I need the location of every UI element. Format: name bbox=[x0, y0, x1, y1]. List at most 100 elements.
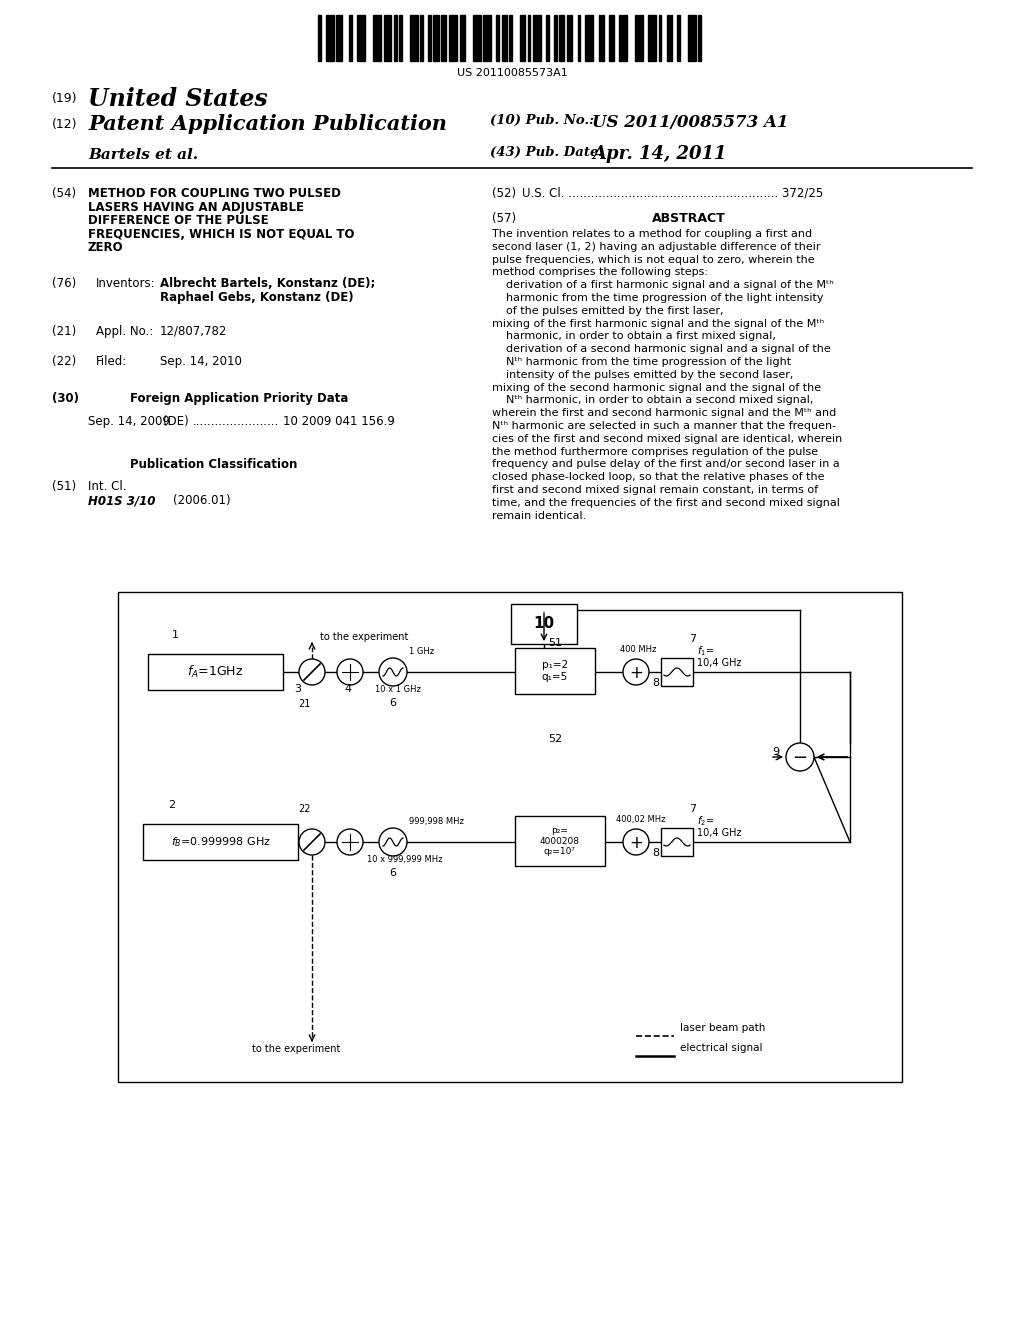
Text: METHOD FOR COUPLING TWO PULSED: METHOD FOR COUPLING TWO PULSED bbox=[88, 187, 341, 201]
Bar bbox=[433, 15, 438, 61]
Bar bbox=[326, 15, 334, 61]
Text: mixing of the second harmonic signal and the signal of the: mixing of the second harmonic signal and… bbox=[492, 383, 821, 392]
Circle shape bbox=[623, 659, 649, 685]
Text: −: − bbox=[793, 748, 808, 767]
Text: (52): (52) bbox=[492, 187, 516, 201]
Text: time, and the frequencies of the first and second mixed signal: time, and the frequencies of the first a… bbox=[492, 498, 840, 508]
Text: (76): (76) bbox=[52, 277, 76, 290]
Text: (10) Pub. No.:: (10) Pub. No.: bbox=[490, 114, 594, 127]
Text: 9: 9 bbox=[772, 747, 779, 756]
Text: electrical signal: electrical signal bbox=[680, 1043, 763, 1053]
Text: 10 2009 041 156.9: 10 2009 041 156.9 bbox=[283, 414, 395, 428]
Bar bbox=[497, 15, 499, 61]
Bar bbox=[410, 15, 418, 61]
Bar bbox=[598, 15, 604, 61]
Text: Nᵗʰ harmonic, in order to obtain a second mixed signal,: Nᵗʰ harmonic, in order to obtain a secon… bbox=[492, 396, 813, 405]
Text: Publication Classification: Publication Classification bbox=[130, 458, 297, 471]
Circle shape bbox=[337, 659, 362, 685]
Text: H01S 3/10: H01S 3/10 bbox=[88, 494, 156, 507]
Text: 10,4 GHz: 10,4 GHz bbox=[697, 657, 741, 668]
Bar bbox=[428, 15, 431, 61]
Bar bbox=[511, 605, 577, 644]
Bar bbox=[460, 15, 465, 61]
Circle shape bbox=[623, 829, 649, 855]
Bar bbox=[373, 15, 381, 61]
Bar bbox=[658, 15, 662, 61]
Text: cies of the first and second mixed signal are identical, wherein: cies of the first and second mixed signa… bbox=[492, 434, 843, 444]
Text: frequency and pulse delay of the first and/or second laser in a: frequency and pulse delay of the first a… bbox=[492, 459, 840, 470]
Text: Sep. 14, 2010: Sep. 14, 2010 bbox=[160, 355, 242, 368]
Text: the method furthermore comprises regulation of the pulse: the method furthermore comprises regulat… bbox=[492, 446, 818, 457]
Text: 22: 22 bbox=[298, 804, 310, 814]
Text: derivation of a second harmonic signal and a signal of the: derivation of a second harmonic signal a… bbox=[492, 345, 830, 354]
Bar bbox=[578, 15, 581, 61]
Text: Foreign Application Priority Data: Foreign Application Priority Data bbox=[130, 392, 348, 405]
Text: +: + bbox=[629, 664, 643, 682]
Text: .......................: ....................... bbox=[193, 414, 280, 428]
Text: intensity of the pulses emitted by the second laser,: intensity of the pulses emitted by the s… bbox=[492, 370, 794, 380]
Text: to the experiment: to the experiment bbox=[319, 632, 409, 642]
Bar bbox=[502, 15, 507, 61]
Text: to the experiment: to the experiment bbox=[252, 1044, 340, 1053]
Text: 10 x 999,999 MHz: 10 x 999,999 MHz bbox=[367, 855, 442, 865]
Text: 7: 7 bbox=[689, 804, 696, 814]
Text: laser beam path: laser beam path bbox=[680, 1023, 765, 1034]
Bar bbox=[515, 648, 595, 694]
Bar bbox=[515, 816, 605, 866]
Text: Albrecht Bartels, Konstanz (DE);: Albrecht Bartels, Konstanz (DE); bbox=[160, 277, 376, 290]
Text: (21): (21) bbox=[52, 325, 76, 338]
Bar bbox=[148, 653, 283, 690]
Bar bbox=[532, 15, 541, 61]
Bar bbox=[586, 15, 593, 61]
Text: 8: 8 bbox=[652, 847, 659, 858]
Bar bbox=[635, 15, 643, 61]
Circle shape bbox=[379, 657, 407, 686]
Text: $f_B$=0.999998 GHz: $f_B$=0.999998 GHz bbox=[171, 836, 270, 849]
Text: Nᵗʰ harmonic are selected in such a manner that the frequen-: Nᵗʰ harmonic are selected in such a mann… bbox=[492, 421, 837, 432]
Text: 400 MHz: 400 MHz bbox=[620, 645, 656, 653]
Text: Appl. No.:: Appl. No.: bbox=[96, 325, 154, 338]
Text: 21: 21 bbox=[298, 700, 310, 709]
Text: Inventors:: Inventors: bbox=[96, 277, 156, 290]
Bar bbox=[349, 15, 352, 61]
Text: ZERO: ZERO bbox=[88, 242, 124, 253]
Circle shape bbox=[379, 828, 407, 855]
Circle shape bbox=[786, 743, 814, 771]
Text: 400,02 MHz: 400,02 MHz bbox=[616, 814, 666, 824]
Text: Filed:: Filed: bbox=[96, 355, 127, 368]
Bar bbox=[609, 15, 614, 61]
Bar bbox=[554, 15, 557, 61]
Text: (30): (30) bbox=[52, 392, 79, 405]
Text: 51: 51 bbox=[548, 638, 562, 648]
Text: 10,4 GHz: 10,4 GHz bbox=[697, 828, 741, 838]
Text: of the pulses emitted by the first laser,: of the pulses emitted by the first laser… bbox=[492, 306, 724, 315]
Bar bbox=[399, 15, 401, 61]
Bar bbox=[336, 15, 342, 61]
Text: harmonic, in order to obtain a first mixed signal,: harmonic, in order to obtain a first mix… bbox=[492, 331, 776, 342]
Text: US 2011/0085573 A1: US 2011/0085573 A1 bbox=[592, 114, 788, 131]
Text: (22): (22) bbox=[52, 355, 76, 368]
Text: pulse frequencies, which is not equal to zero, wherein the: pulse frequencies, which is not equal to… bbox=[492, 255, 815, 264]
Text: derivation of a first harmonic signal and a signal of the Mᵗʰ: derivation of a first harmonic signal an… bbox=[492, 280, 834, 290]
Bar bbox=[620, 15, 628, 61]
Text: Raphael Gebs, Konstanz (DE): Raphael Gebs, Konstanz (DE) bbox=[160, 290, 353, 304]
Text: US 20110085573A1: US 20110085573A1 bbox=[457, 69, 567, 78]
Text: 12/807,782: 12/807,782 bbox=[160, 325, 227, 338]
Bar bbox=[698, 15, 700, 61]
Text: Nᵗʰ harmonic from the time progression of the light: Nᵗʰ harmonic from the time progression o… bbox=[492, 356, 792, 367]
Text: 999,998 MHz: 999,998 MHz bbox=[409, 817, 464, 826]
Text: (51): (51) bbox=[52, 480, 76, 492]
Text: 6: 6 bbox=[389, 869, 396, 878]
Bar bbox=[520, 15, 525, 61]
Text: 1: 1 bbox=[172, 630, 179, 640]
Circle shape bbox=[337, 829, 362, 855]
Bar bbox=[483, 15, 492, 61]
Text: $f_A$=1GHz: $f_A$=1GHz bbox=[187, 664, 244, 680]
Text: (54): (54) bbox=[52, 187, 76, 201]
Bar bbox=[546, 15, 549, 61]
Bar bbox=[318, 15, 321, 61]
Bar bbox=[509, 15, 512, 61]
Text: 10: 10 bbox=[534, 616, 555, 631]
Text: (12): (12) bbox=[52, 117, 78, 131]
Bar bbox=[420, 15, 423, 61]
